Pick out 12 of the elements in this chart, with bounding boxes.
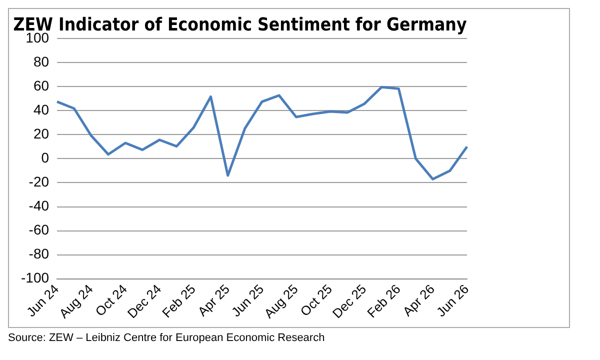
y-tick-label: 0 (41, 150, 50, 166)
y-tick-label: 60 (33, 78, 50, 94)
y-tick-label: -100 (20, 270, 50, 286)
y-tick-label: -40 (28, 198, 50, 214)
y-tick-label: 40 (33, 102, 50, 118)
y-tick-label: -60 (28, 222, 50, 238)
y-tick-label: -80 (28, 246, 50, 262)
y-tick-label: 100 (26, 29, 50, 46)
y-tick-label: 80 (33, 53, 50, 70)
source-note: Source: ZEW – Leibniz Centre for European Economic Research (8, 332, 326, 344)
y-tick-label: -20 (28, 174, 50, 190)
y-tick-label: 20 (33, 126, 50, 142)
